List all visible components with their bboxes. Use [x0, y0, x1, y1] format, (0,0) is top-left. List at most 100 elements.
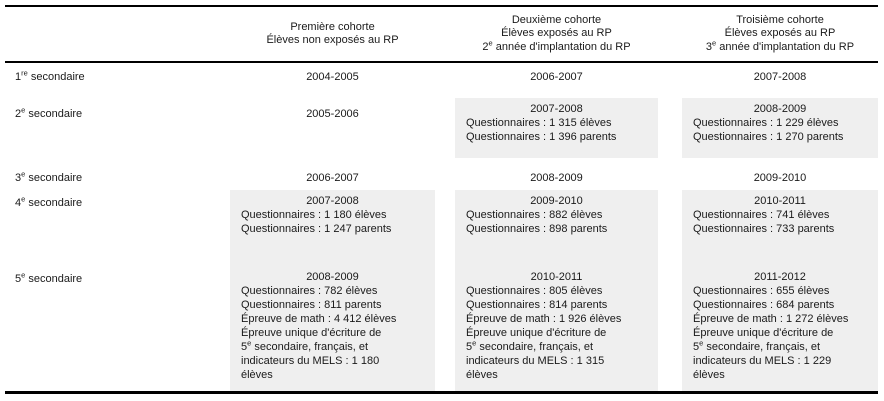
text-segment: élèves [693, 369, 725, 381]
cell-detail-line: élèves [455, 368, 658, 382]
text-segment: secondaire [27, 71, 85, 83]
cell-year: 2007-2008 [306, 195, 359, 207]
text-segment: 2 [15, 108, 22, 120]
cell-detail-line: Épreuve unique d'écriture de [682, 326, 878, 340]
text-segment: secondaire [25, 172, 83, 184]
ordinal-superscript: e [21, 105, 26, 115]
row-label-2-secondaire: 2e secondaire [5, 96, 230, 166]
cell-detail-line: 5e secondaire, français, et [455, 339, 658, 354]
column-header-line: Deuxième cohorte [512, 14, 601, 28]
ordinal-superscript: e [21, 270, 26, 280]
text-segment: Questionnaires : 814 parents [466, 299, 608, 311]
cell-detail-line: Questionnaires : 733 parents [682, 222, 878, 236]
text-segment: secondaire, français, et [251, 341, 369, 353]
column-header-troisieme-cohorte: Troisième cohorte Élèves exposés au RP 3e … [682, 8, 878, 60]
cell-wrap: 2008-2009 Questionnaires : 1 229 élèves Qu… [682, 96, 878, 166]
text-segment: année d'implantation du RP [716, 40, 855, 53]
row-label-4-secondaire: 4e secondaire [5, 190, 230, 266]
cell-detail-line: 5e secondaire, français, et [230, 338, 435, 354]
cell-year: 2007-2008 [753, 71, 807, 83]
cell-year: 2008-2009 [753, 103, 807, 115]
ordinal-superscript: e [21, 194, 26, 204]
text-segment: Élèves exposés au RP [501, 27, 612, 40]
cell-year: 2011-2012 [754, 271, 806, 283]
text-segment: secondaire [25, 273, 83, 285]
cell-detail-line: indicateurs du MELS : 1 180 [230, 354, 435, 368]
cell-detail-line: Épreuve unique d'écriture de [455, 326, 658, 340]
text-segment: Questionnaires : 805 élèves [466, 285, 603, 297]
ordinal-superscript: e [699, 338, 704, 348]
cell-year: 2005-2006 [306, 108, 359, 120]
text-segment: 5 [241, 341, 248, 353]
text-segment: 2 [482, 40, 489, 53]
column-header-line: Élèves exposés au RP [725, 27, 836, 41]
ordinal-superscript: e [488, 38, 493, 48]
data-cell: 2007-2008 Questionnaires : 1 180 élèves Qu… [230, 190, 435, 266]
text-segment: secondaire [25, 108, 83, 120]
column-header-line: Troisième cohorte [736, 14, 824, 28]
text-segment: secondaire, français, et [476, 341, 594, 353]
text-segment: année d'implantation du RP [492, 40, 631, 53]
cell-year: 2006-2007 [530, 71, 583, 83]
text-segment: secondaire, français, et [703, 341, 821, 353]
text-segment: Épreuve unique d'écriture de [466, 327, 607, 339]
ordinal-superscript: e [712, 38, 717, 48]
cell-year: 2007-2008 [530, 103, 583, 115]
text-segment: indicateurs du MELS : 1 180 [241, 355, 380, 367]
row-label-3-secondaire: 3e secondaire [5, 166, 230, 190]
cell-detail-line: Épreuve de math : 1 272 élèves [682, 312, 878, 326]
data-cell: 2007-2008 Questionnaires : 1 315 élèves Qu… [455, 98, 658, 158]
text-segment: Questionnaires : 741 élèves [693, 209, 830, 221]
cell-detail-line: indicateurs du MELS : 1 229 [682, 354, 878, 368]
text-segment: Troisième cohorte [736, 13, 824, 26]
text-segment: Questionnaires : 1 247 parents [241, 223, 392, 235]
column-header-line: 2e année d'implantation du RP [482, 38, 631, 55]
data-cell: 2009-2010 Questionnaires : 882 élèves Ques… [455, 190, 658, 266]
ordinal-superscript: re [21, 68, 28, 78]
text-segment: Épreuve de math : 4 412 élèves [241, 313, 397, 325]
row-label-1-secondaire: 1re secondaire [5, 63, 230, 96]
table-header-rule [5, 61, 878, 63]
text-segment: Questionnaires : 1 229 élèves [693, 117, 839, 129]
text-segment: 5 [693, 341, 700, 353]
column-header-deuxieme-cohorte: Deuxième cohorte Élèves exposés au RP 2e a… [455, 8, 658, 60]
text-segment: 3 [705, 40, 713, 53]
ordinal-superscript: e [247, 338, 252, 348]
text-segment: secondaire [25, 197, 83, 209]
table-bottom-rule [5, 391, 878, 394]
cell-detail-line: Questionnaires : 1 229 élèves [682, 116, 878, 130]
text-segment: 1 [15, 71, 22, 83]
cell-detail-line: élèves [230, 368, 435, 382]
cell-detail-line: élèves [682, 368, 878, 382]
data-cell: 2008-2009 Questionnaires : 1 229 élèves Qu… [682, 98, 878, 158]
cell-year: 2008-2009 [530, 172, 583, 184]
text-segment: Questionnaires : 811 parents [241, 299, 382, 311]
table-body: 1re secondaire 2004-2005 2006-2007 2007-200… [5, 63, 878, 391]
cell-detail-line: Questionnaires : 1 247 parents [230, 222, 435, 236]
text-segment: Questionnaires : 655 élèves [693, 285, 830, 297]
cell-detail-line: Épreuve de math : 4 412 élèves [230, 312, 435, 326]
column-header-line: Élèves non exposés au RP [266, 34, 398, 48]
data-cell: 2008-2009 Questionnaires : 782 élèves Ques… [230, 266, 435, 391]
cell-detail-line: Questionnaires : 882 élèves [455, 208, 658, 222]
text-segment: Questionnaires : 1 315 élèves [466, 117, 612, 129]
text-segment: Questionnaires : 733 parents [693, 223, 835, 235]
text-segment: Questionnaires : 1 396 parents [466, 131, 617, 143]
text-segment: Questionnaires : 882 élèves [466, 209, 603, 221]
text-segment: Épreuve de math : 1 926 élèves [466, 313, 622, 325]
cell-detail-line: Questionnaires : 898 parents [455, 222, 658, 236]
column-header-line: Élèves exposés au RP [501, 27, 612, 41]
text-segment: Deuxième cohorte [511, 13, 602, 26]
ordinal-superscript: e [21, 169, 26, 179]
cell-detail-line: Questionnaires : 655 élèves [682, 284, 878, 298]
cell-detail-line: Questionnaires : 1 180 élèves [230, 208, 435, 222]
text-segment: Élèves non exposés au RP [266, 34, 399, 46]
cell-detail-line: Questionnaires : 1 315 élèves [455, 116, 658, 130]
data-cell: 2011-2012 Questionnaires : 655 élèves Ques… [682, 266, 878, 391]
text-segment: Questionnaires : 684 parents [693, 299, 835, 311]
cell-detail-line: indicateurs du MELS : 1 315 [455, 354, 658, 368]
text-segment: 4 [15, 197, 22, 209]
column-header-line: 3e année d'implantation du RP [705, 38, 855, 55]
cell-year: 2004-2005 [306, 71, 359, 83]
cell-detail-line: Épreuve unique d'écriture de [230, 326, 435, 340]
